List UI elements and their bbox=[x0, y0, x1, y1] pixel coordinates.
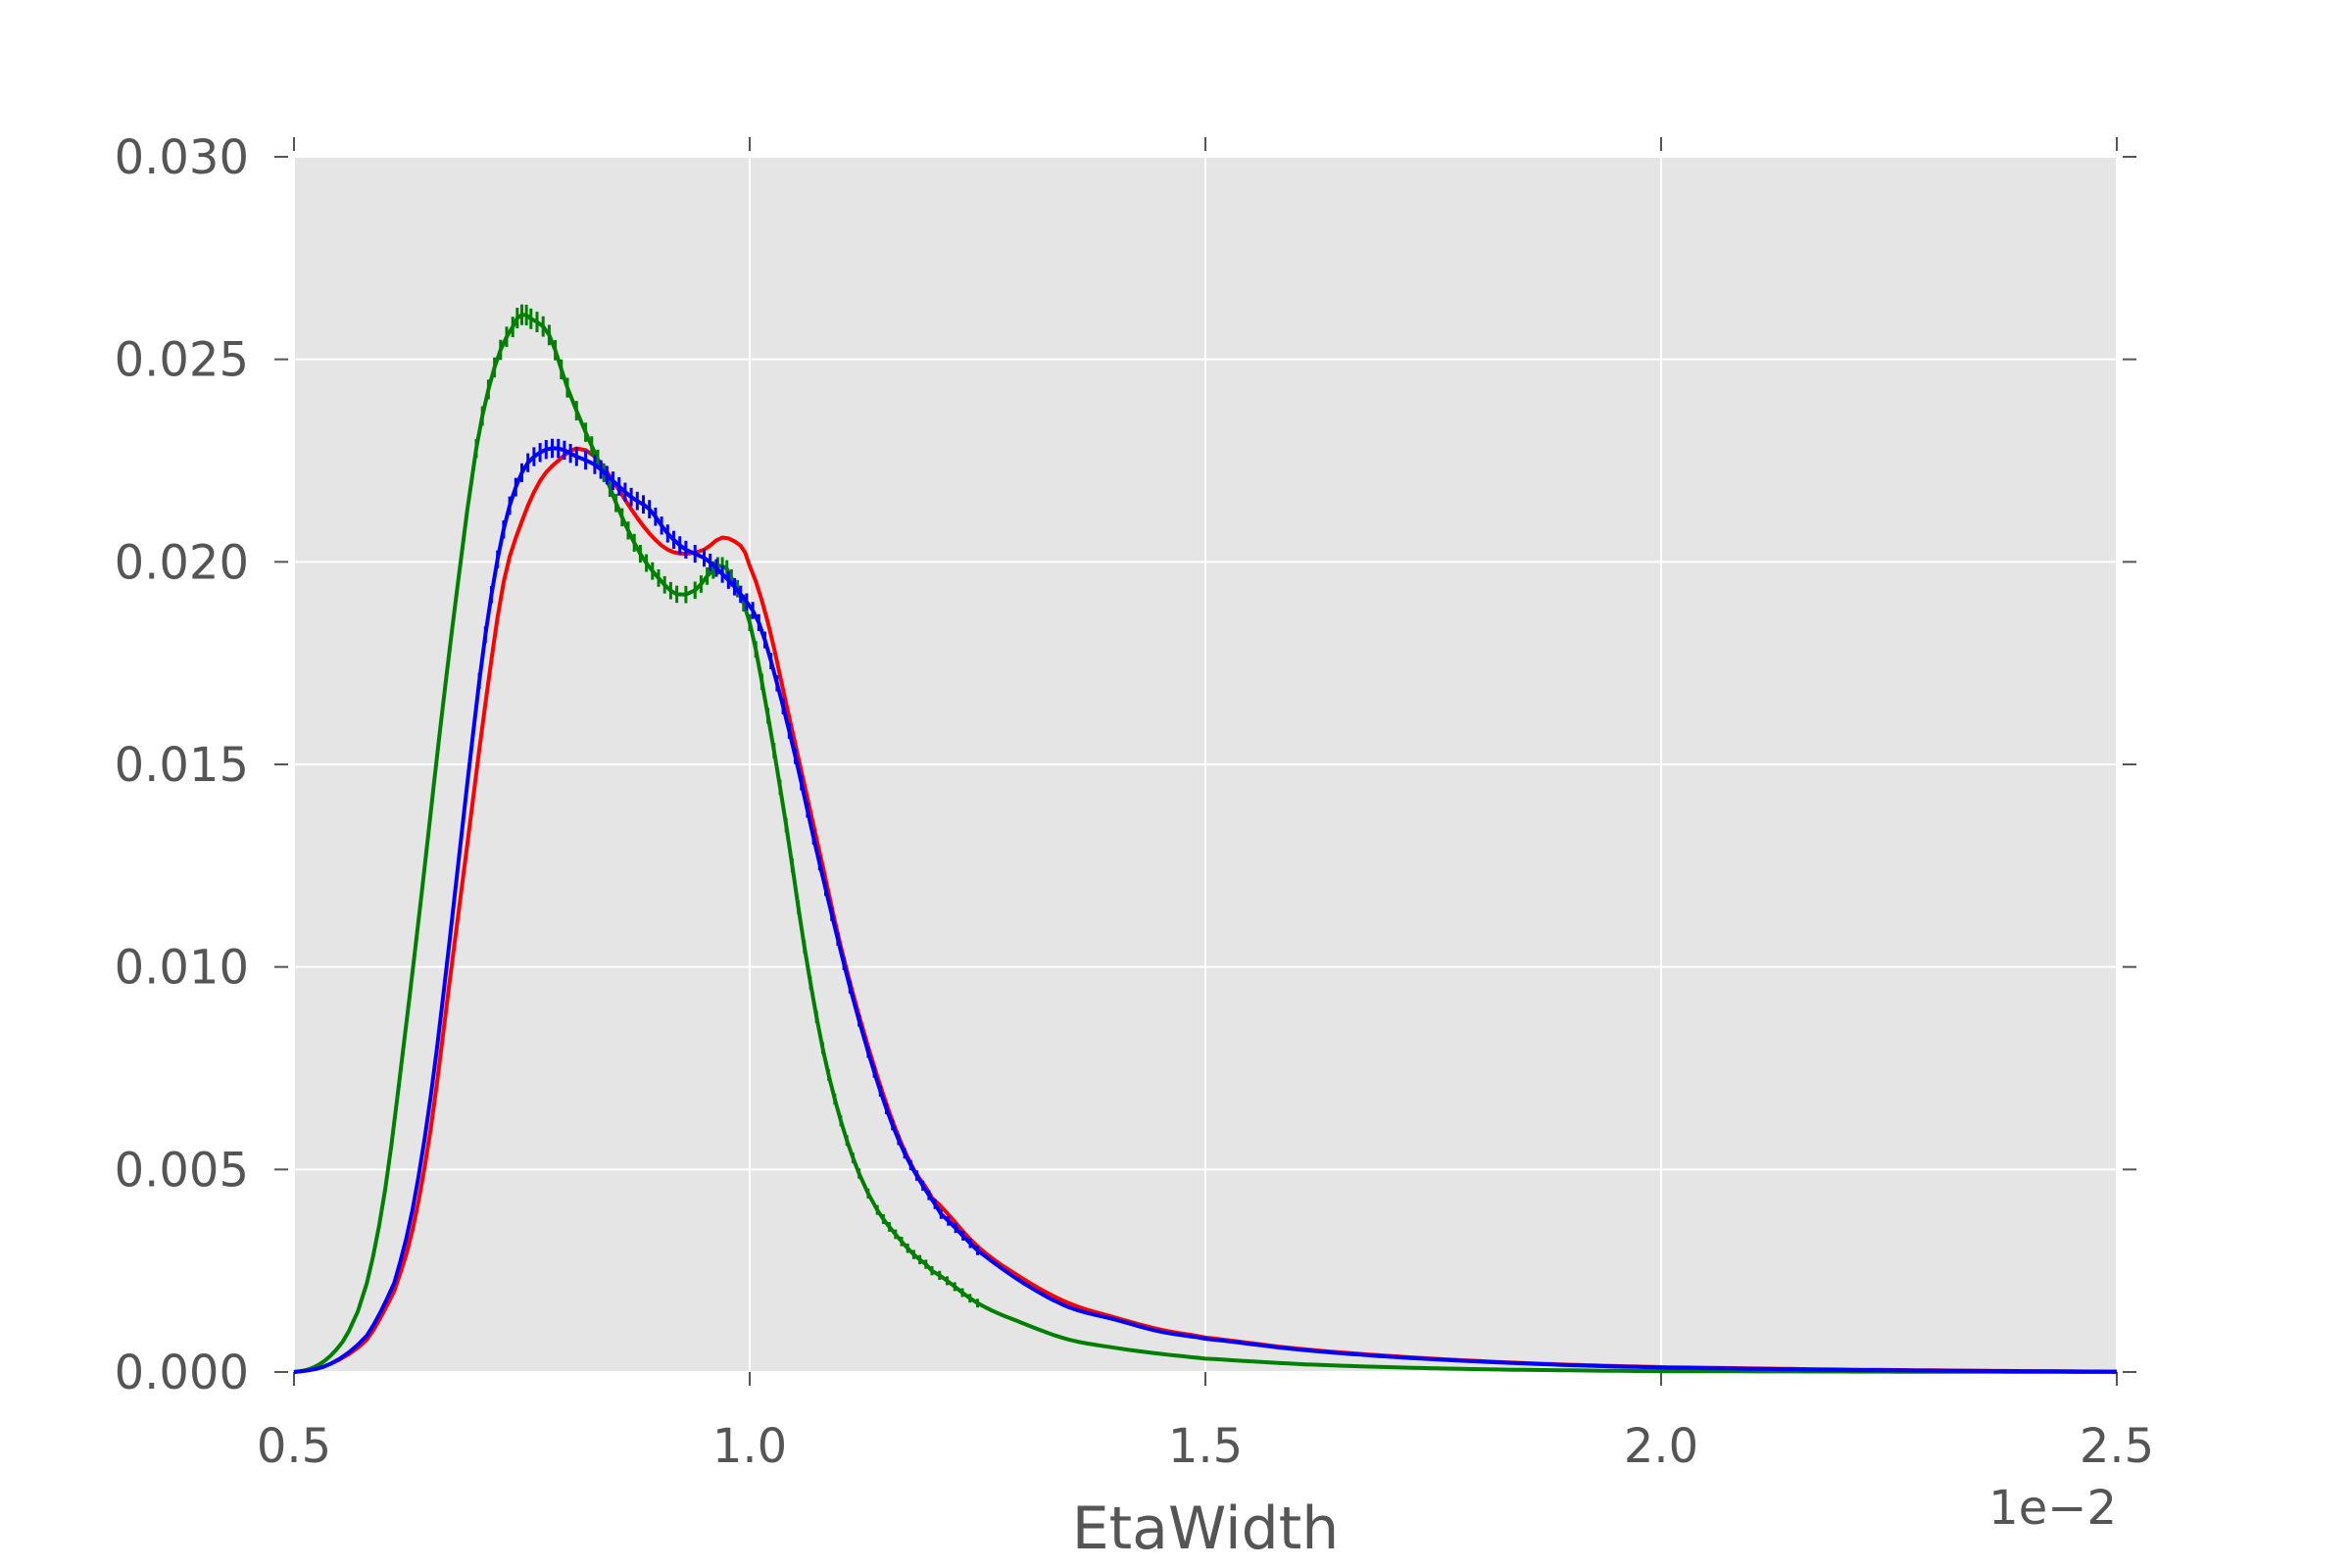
grid-lines bbox=[293, 156, 2118, 1373]
x-tick-label: 1.0 bbox=[712, 1419, 787, 1474]
x-tick-label: 2.5 bbox=[2080, 1419, 2154, 1474]
series-error-bars-3 bbox=[477, 438, 979, 1255]
y-tick-label: 0.025 bbox=[115, 333, 249, 388]
y-tick-label: 0.030 bbox=[115, 130, 249, 185]
x-axis-title: EtaWidth bbox=[1072, 1494, 1340, 1563]
y-tick-label: 0.015 bbox=[115, 738, 249, 793]
x-tick-label: 1.5 bbox=[1168, 1419, 1243, 1474]
y-tick-label: 0.005 bbox=[115, 1143, 249, 1198]
y-tick-label: 0.010 bbox=[115, 941, 249, 996]
series-error-bars-2 bbox=[474, 304, 979, 1308]
series-group bbox=[293, 304, 2117, 1374]
tick-labels: 0.5 1.0 1.5 2.0 2.5 0.000 0.005 0.010 0.015 0.020… bbox=[115, 130, 2155, 1474]
y-tick-label: 0.000 bbox=[115, 1346, 249, 1400]
x-tick-label: 0.5 bbox=[257, 1419, 331, 1474]
series-line-3 bbox=[293, 446, 2117, 1374]
y-tick-label: 0.020 bbox=[115, 535, 249, 590]
x-offset-label: 1e−2 bbox=[1988, 1481, 2117, 1536]
axis-ticks bbox=[274, 137, 2136, 1386]
x-tick-label: 2.0 bbox=[1624, 1419, 1698, 1474]
